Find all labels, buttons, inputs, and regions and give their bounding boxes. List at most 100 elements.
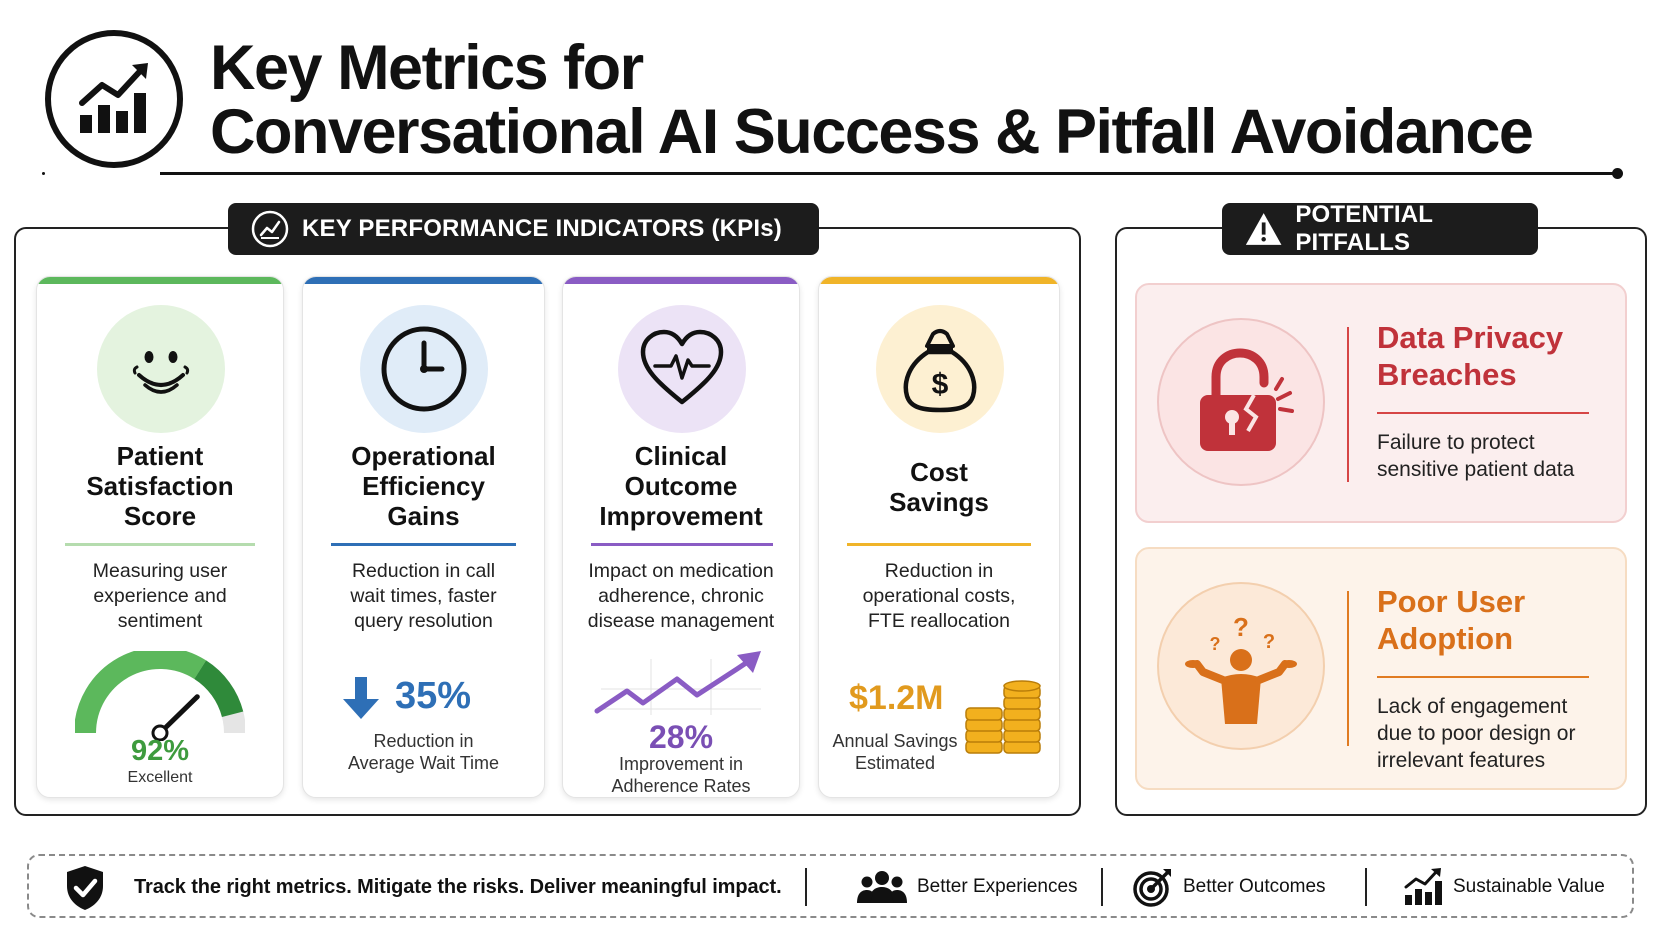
svg-text:$: $ xyxy=(932,368,949,401)
stat-label-line: Estimated xyxy=(854,753,936,773)
footer-tagline: Track the right metrics. Mitigate the ri… xyxy=(134,876,782,898)
card-title-line: Outcome xyxy=(624,471,738,501)
icon-badge xyxy=(1157,318,1325,486)
footer-separator xyxy=(1365,868,1367,906)
card-description-line: operational costs, xyxy=(862,585,1016,607)
gauge-high-band xyxy=(193,660,244,718)
pitfall-title-line: Data Privacy xyxy=(1377,320,1564,355)
people-group-icon xyxy=(857,871,907,903)
clinical-label: Improvement in Adherence Rates xyxy=(563,753,799,797)
pitfall-divider xyxy=(1347,591,1349,746)
clinical-value: 28% xyxy=(648,719,714,755)
card-accent-bar xyxy=(303,277,544,284)
efficiency-value: 35% xyxy=(395,675,472,717)
card-title: Cost Savings xyxy=(819,457,1059,517)
card-accent-bar xyxy=(563,277,799,284)
pitfall-description-line: Failure to protect xyxy=(1377,431,1535,454)
title-divider xyxy=(160,172,1618,175)
card-title-line: Operational xyxy=(351,441,496,471)
card-description-line: adherence, chronic xyxy=(598,585,764,607)
title-divider-end xyxy=(1612,168,1623,179)
title-line-1: Key Metrics for xyxy=(210,33,644,103)
kpi-card-operational-efficiency: Operational Efficiency Gains Reduction i… xyxy=(302,276,545,798)
cost-label: Annual Savings Estimated xyxy=(825,730,965,774)
pitfall-title-rule xyxy=(1377,676,1589,678)
footer-item-label: Better Experiences xyxy=(917,876,1078,897)
money-bag-icon: $ xyxy=(903,329,977,413)
svg-text:?: ? xyxy=(1233,612,1249,642)
gauge-fill xyxy=(74,647,207,734)
pitfall-card-data-privacy: Data Privacy Breaches Failure to protect… xyxy=(1135,283,1627,523)
card-description: Measuring user experience and sentiment xyxy=(47,559,273,634)
footer-item-label: Sustainable Value xyxy=(1453,876,1605,897)
card-divider xyxy=(591,543,773,546)
icon-badge xyxy=(360,305,488,433)
pitfall-title-line: Adoption xyxy=(1377,621,1514,656)
footer-item-experiences: Better Experiences xyxy=(857,868,1078,906)
satisfaction-rating: Excellent xyxy=(127,769,193,786)
broken-padlock-icon xyxy=(1200,348,1294,451)
pitfall-description-line: sensitive patient data xyxy=(1377,458,1575,481)
card-description-line: Reduction in call xyxy=(351,560,496,582)
card-divider xyxy=(65,543,255,546)
icon-badge xyxy=(618,305,746,433)
card-description: Reduction in operational costs, FTE real… xyxy=(829,559,1049,634)
title-line-2: Conversational AI Success & Pitfall Avoi… xyxy=(210,97,1534,167)
card-title-line: Gains xyxy=(387,501,460,531)
card-title-line: Improvement xyxy=(599,501,763,531)
card-title: Clinical Outcome Improvement xyxy=(563,441,799,531)
icon-badge: $ xyxy=(876,305,1004,433)
page-title: Key Metrics for Conversational AI Succes… xyxy=(210,33,1534,167)
stat-label-line: Average Wait Time xyxy=(347,753,500,773)
card-title-line: Cost xyxy=(910,457,968,487)
gauge-needle xyxy=(157,694,200,736)
pitfall-description-line: irrelevant features xyxy=(1377,749,1546,772)
card-title: Patient Satisfaction Score xyxy=(37,441,283,531)
footer-item-label: Better Outcomes xyxy=(1183,876,1326,897)
footer-item-outcomes: Better Outcomes xyxy=(1133,868,1326,907)
heartbeat-icon xyxy=(640,329,724,405)
pitfall-description-line: Lack of engagement xyxy=(1377,695,1568,718)
card-description-line: Measuring user xyxy=(92,560,228,582)
confused-person-icon: ? ? ? xyxy=(1185,612,1297,724)
kpi-section-tab: KEY PERFORMANCE INDICATORS (KPIs) xyxy=(228,203,819,255)
card-description: Reduction in call wait times, faster que… xyxy=(313,559,534,634)
kpi-card-patient-satisfaction: Patient Satisfaction Score Measuring use… xyxy=(36,276,284,798)
pitfall-title: Poor User Adoption xyxy=(1377,583,1525,657)
pitfalls-section-label: POTENTIAL PITFALLS xyxy=(1295,201,1433,256)
line-chart-icon xyxy=(251,210,289,248)
svg-text:?: ? xyxy=(1263,631,1275,653)
footer-item-value: Sustainable Value xyxy=(1403,868,1605,906)
footer-banner: Track the right metrics. Mitigate the ri… xyxy=(27,854,1634,918)
card-divider xyxy=(331,543,516,546)
card-accent-bar xyxy=(37,277,283,284)
efficiency-label: Reduction in Average Wait Time xyxy=(303,730,544,774)
smiley-face-icon xyxy=(132,351,190,394)
growth-chart-icon xyxy=(1404,868,1442,905)
card-title-line: Savings xyxy=(889,487,989,517)
footer-separator xyxy=(1101,868,1103,906)
card-title-line: Efficiency xyxy=(362,471,485,501)
card-title-line: Clinical xyxy=(634,441,728,471)
title-dot xyxy=(42,172,45,175)
stat-label-line: Annual Savings xyxy=(832,731,958,751)
satisfaction-value: 92% xyxy=(130,735,190,767)
shield-check-icon xyxy=(67,866,103,910)
svg-text:?: ? xyxy=(1210,634,1221,654)
card-description: Impact on medication adherence, chronic … xyxy=(573,559,789,634)
pitfall-description-line: due to poor design or xyxy=(1377,722,1576,745)
stat-label-line: Adherence Rates xyxy=(611,776,751,796)
card-title-line: Satisfaction xyxy=(86,471,234,501)
pitfall-title-line: Poor User xyxy=(1377,584,1526,619)
icon-badge: ? ? ? xyxy=(1157,582,1325,750)
satisfaction-gauge xyxy=(74,647,246,746)
footer-separator xyxy=(805,868,807,906)
card-description-line: query resolution xyxy=(354,610,493,632)
pitfall-divider xyxy=(1347,327,1349,482)
card-divider xyxy=(847,543,1031,546)
kpi-card-clinical-outcome: Clinical Outcome Improvement Impact on m… xyxy=(562,276,800,798)
kpi-card-cost-savings: $ Cost Savings Reduction in operational … xyxy=(818,276,1060,798)
arrow-down-icon xyxy=(343,677,379,719)
clock-icon xyxy=(381,326,467,412)
card-description-line: disease management xyxy=(587,610,775,632)
